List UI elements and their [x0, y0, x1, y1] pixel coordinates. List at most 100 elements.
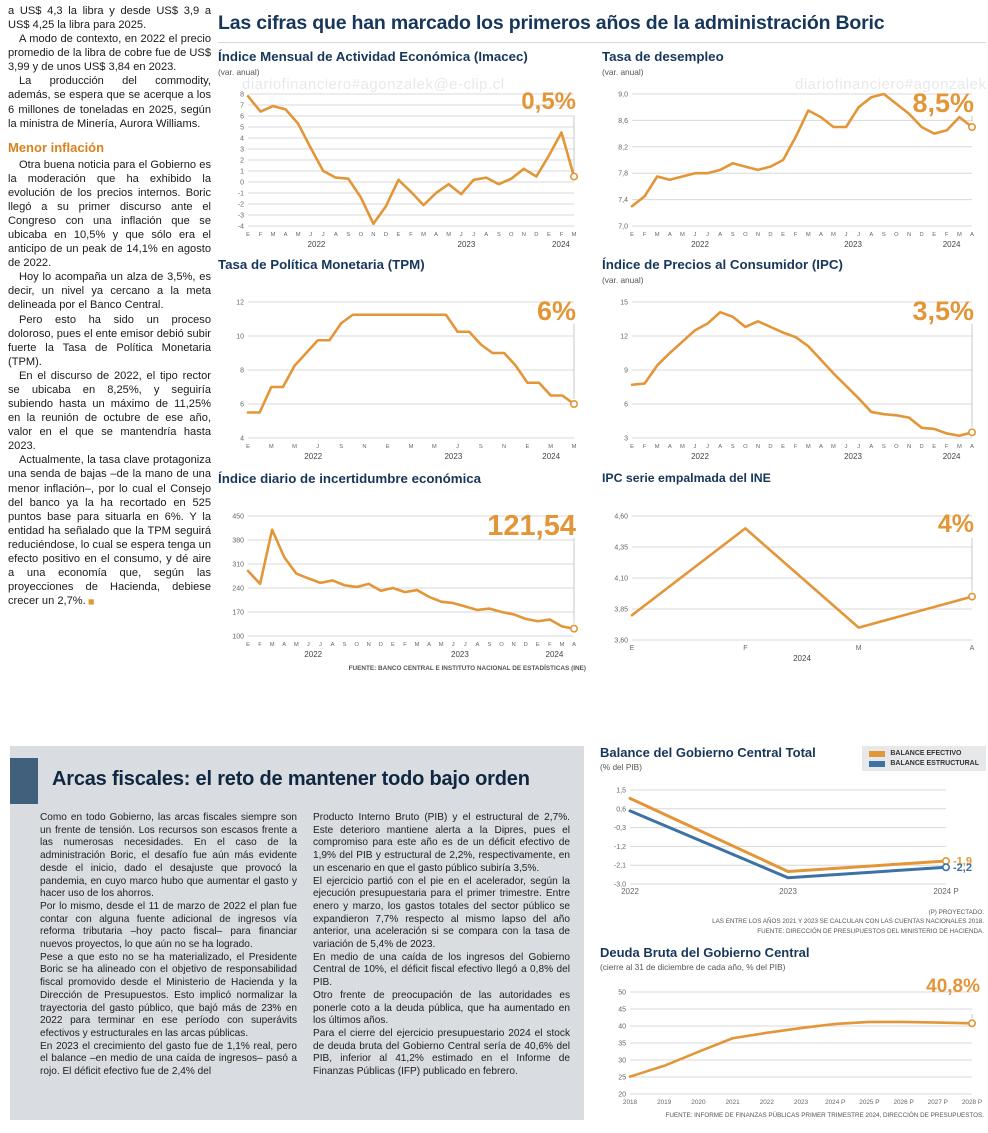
chart-footnotes: FUENTE: INFORME DE FINANZAS PÚBLICAS PRI…	[665, 1111, 984, 1120]
article-intro: a US$ 4,3 la libra y desde US$ 3,9 a US$…	[8, 4, 211, 131]
svg-text:0: 0	[240, 180, 244, 187]
svg-text:E: E	[630, 645, 635, 652]
svg-text:M: M	[856, 645, 862, 652]
chart-title: Tasa de desempleo	[602, 49, 724, 64]
svg-text:S: S	[488, 642, 492, 648]
svg-text:3: 3	[240, 147, 244, 154]
chart-title: Tasa de Política Monetaria (TPM)	[218, 257, 425, 272]
svg-text:E: E	[547, 232, 551, 238]
svg-text:7,4: 7,4	[618, 197, 628, 204]
line-chart-canvas: 15 12 9 6 3 E F M A M J J A S O N D E F M A M J J A S O N D E F M A 2022 2…	[602, 294, 986, 462]
line-chart-canvas: 1,5 0,6 -0,3 -1,2 -2,1 -3,0 2022 2023 2024 P -1,9…	[600, 782, 986, 900]
chart-subtitle: (var. anual)	[602, 66, 644, 77]
svg-text:9: 9	[624, 368, 628, 375]
svg-text:2024 P: 2024 P	[825, 1099, 845, 1106]
svg-text:J: J	[845, 444, 848, 450]
paragraph: Otra buena noticia para el Gobierno es l…	[8, 158, 211, 270]
svg-text:E: E	[525, 444, 529, 450]
svg-text:O: O	[354, 642, 359, 648]
svg-text:2024: 2024	[546, 650, 564, 659]
svg-text:O: O	[743, 444, 748, 450]
svg-text:2024: 2024	[552, 240, 570, 249]
line-chart-canvas: 50 45 40 35 30 25 20 2018 2019 2020 2021 2022 2023 20…	[600, 984, 986, 1108]
svg-text:N: N	[522, 232, 526, 238]
svg-text:F: F	[794, 232, 798, 238]
svg-text:380: 380	[232, 538, 244, 545]
svg-text:M: M	[560, 642, 565, 648]
svg-text:S: S	[731, 444, 735, 450]
svg-text:8,2: 8,2	[618, 144, 628, 151]
svg-text:2022: 2022	[304, 650, 322, 659]
chart-title: IPC serie empalmada del INE	[602, 471, 771, 485]
watermark: diariofinanciero#agonzalek@e-clip.cl	[242, 76, 505, 93]
svg-text:O: O	[499, 642, 504, 648]
paragraph: Pese a que esto no se ha materializado, …	[40, 951, 297, 1039]
svg-text:2022: 2022	[691, 452, 709, 461]
svg-text:2023: 2023	[844, 452, 862, 461]
svg-text:2020: 2020	[691, 1099, 706, 1106]
svg-text:6: 6	[240, 114, 244, 121]
svg-text:A: A	[718, 232, 722, 238]
svg-text:F: F	[409, 232, 413, 238]
paragraph: Pero esto ha sido un proceso doloroso, p…	[8, 313, 211, 368]
svg-text:E: E	[397, 232, 401, 238]
svg-text:2022: 2022	[308, 240, 326, 249]
svg-text:M: M	[957, 232, 962, 238]
svg-text:O: O	[359, 232, 364, 238]
svg-text:M: M	[680, 232, 685, 238]
svg-text:J: J	[322, 232, 325, 238]
svg-text:12: 12	[620, 334, 628, 341]
article-body: Otra buena noticia para el Gobierno es l…	[8, 158, 211, 609]
svg-text:-2,2: -2,2	[953, 862, 972, 874]
paragraph: FUENTE: INFORME DE FINANZAS PÚBLICAS PRI…	[665, 1111, 984, 1119]
svg-text:2022: 2022	[621, 887, 639, 896]
svg-text:S: S	[731, 232, 735, 238]
svg-text:M: M	[572, 444, 577, 450]
chart-deuda-bruta: Deuda Bruta del Gobierno Central (cierre…	[600, 945, 986, 1120]
svg-text:F: F	[258, 642, 262, 648]
line-chart-canvas: 4,60 4,35 4,10 3,85 3,60 E F M A 2024	[602, 508, 986, 664]
svg-text:2019: 2019	[657, 1099, 672, 1106]
svg-text:D: D	[768, 444, 772, 450]
chart-title: Deuda Bruta del Gobierno Central	[600, 945, 810, 960]
svg-text:170: 170	[232, 610, 244, 617]
chart-callout: 3,5%	[912, 296, 974, 326]
svg-text:S: S	[343, 642, 347, 648]
svg-text:A: A	[668, 444, 672, 450]
svg-text:D: D	[524, 642, 528, 648]
watermark: diariofinanciero#agonzalek@e-clip.cl	[795, 76, 988, 93]
svg-text:40: 40	[618, 1024, 626, 1031]
chart-callout: 4%	[937, 510, 974, 538]
fiscal-panel-columns: Como en todo Gobierno, las arcas fiscale…	[40, 812, 570, 1079]
svg-text:2024: 2024	[542, 452, 560, 461]
svg-text:A: A	[668, 232, 672, 238]
chart-subtitle: (var. anual)	[602, 274, 644, 285]
svg-text:A: A	[869, 232, 873, 238]
svg-text:N: N	[512, 642, 516, 648]
paragraph: LAS ENTRE LOS AÑOS 2021 Y 2023 SE CALCUL…	[712, 918, 984, 926]
svg-text:1,5: 1,5	[616, 788, 626, 795]
svg-text:-2,1: -2,1	[614, 863, 626, 870]
svg-text:2023: 2023	[451, 650, 469, 659]
svg-text:J: J	[694, 232, 697, 238]
svg-text:A: A	[970, 645, 975, 652]
svg-text:E: E	[386, 444, 390, 450]
svg-text:E: E	[391, 642, 395, 648]
chart-title: Balance del Gobierno Central Total	[600, 745, 816, 760]
paragraph: En el discurso de 2022, el tipo rector s…	[8, 369, 211, 453]
svg-text:10: 10	[236, 334, 244, 341]
chart-legend: BALANCE EFECTIVO BALANCE ESTRUCTURAL	[862, 746, 986, 771]
svg-text:-1,9: -1,9	[953, 856, 972, 868]
svg-text:A: A	[427, 642, 431, 648]
svg-text:D: D	[379, 642, 383, 648]
svg-text:E: E	[932, 232, 936, 238]
svg-text:J: J	[706, 232, 709, 238]
svg-text:S: S	[882, 232, 886, 238]
svg-text:A: A	[331, 642, 335, 648]
svg-text:2022: 2022	[760, 1099, 775, 1106]
svg-text:J: J	[706, 444, 709, 450]
svg-text:2024: 2024	[943, 240, 961, 249]
svg-text:J: J	[309, 232, 312, 238]
svg-text:F: F	[548, 642, 552, 648]
svg-text:E: E	[246, 642, 250, 648]
